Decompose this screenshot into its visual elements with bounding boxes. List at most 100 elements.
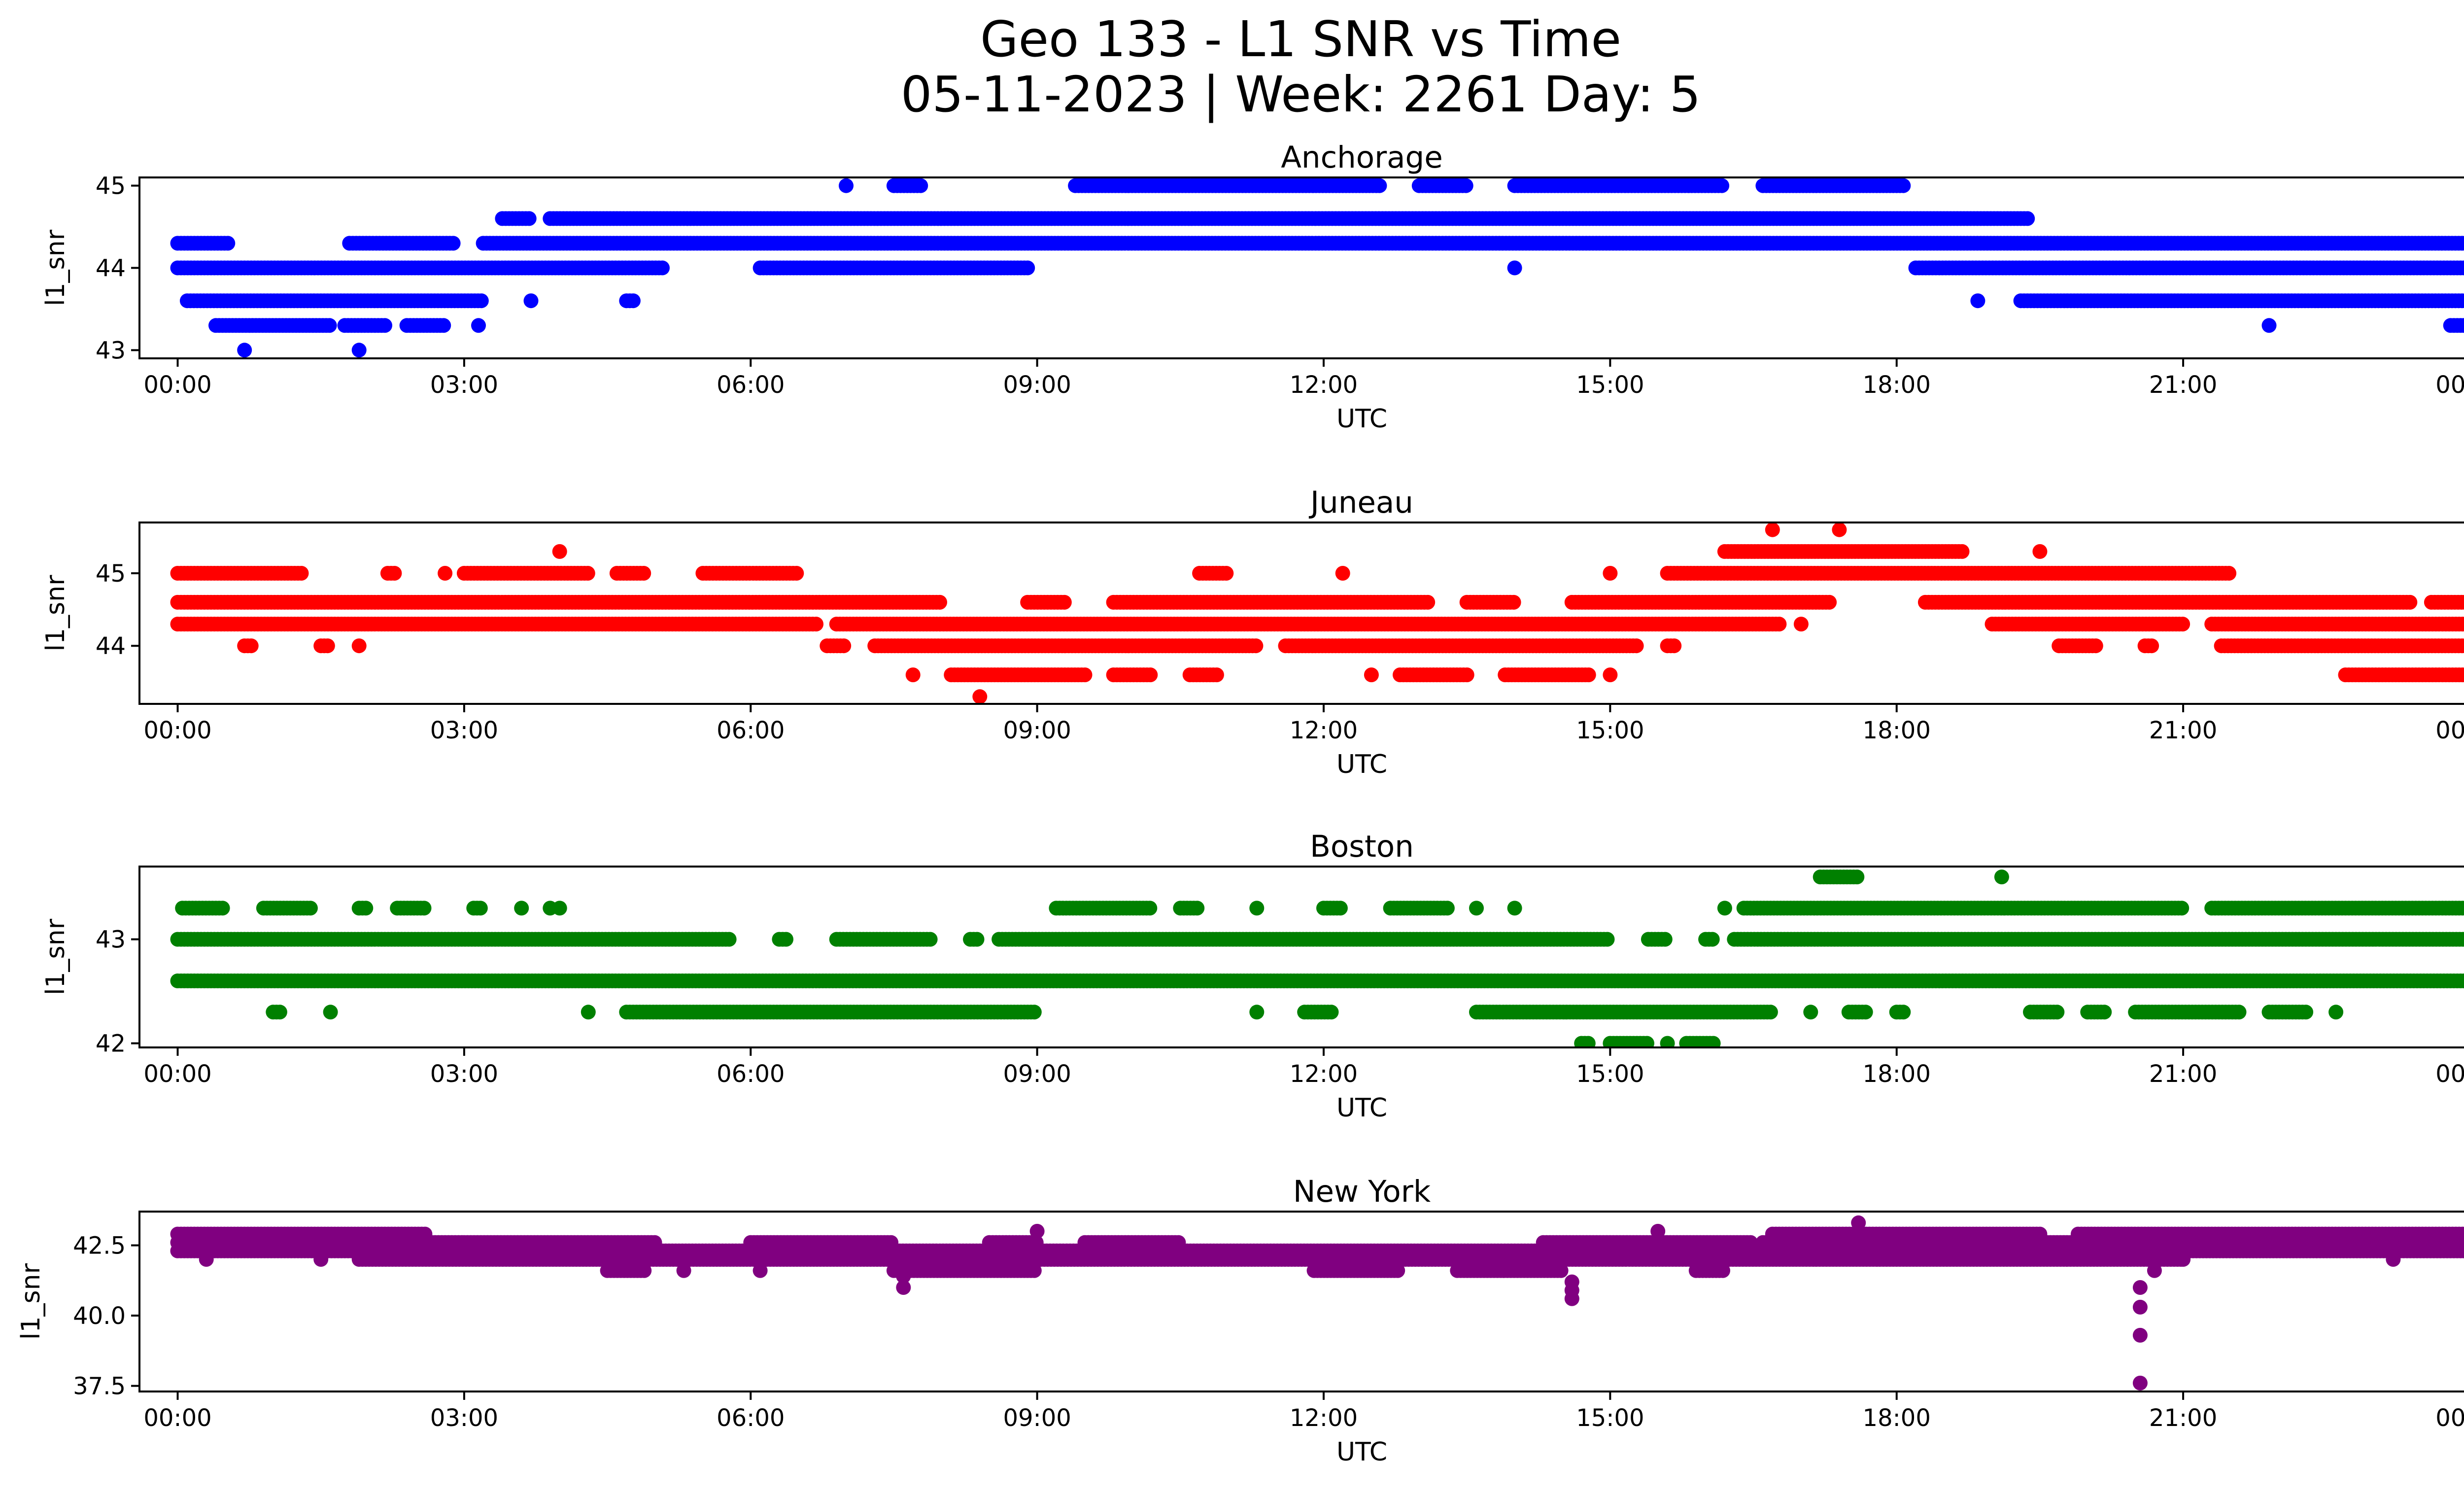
data-point: [387, 566, 402, 581]
data-point: [1248, 638, 1264, 654]
x-tick-label: 06:00: [717, 717, 785, 744]
x-tick-label: 03:00: [430, 371, 498, 399]
y-tick-label: 44: [96, 632, 126, 660]
data-point: [320, 638, 335, 654]
data-point: [377, 318, 392, 333]
data-point: [1765, 522, 1780, 537]
x-tick-label: 00:00: [143, 717, 211, 744]
data-point: [2462, 619, 2464, 629]
snr-band: [179, 293, 2464, 309]
data-point: [1772, 617, 1787, 632]
data-point: [2020, 211, 2035, 226]
data-point: [2461, 237, 2464, 249]
data-point: [1364, 667, 1379, 683]
data-point: [580, 566, 595, 581]
snr-band: [905, 667, 2464, 683]
data-point: [1832, 522, 1847, 537]
x-tick-label: 09:00: [1003, 371, 1071, 399]
x-axis-label: UTC: [1336, 404, 1387, 434]
snr-band: [972, 689, 988, 704]
data-point: [2261, 318, 2277, 333]
data-point: [1714, 178, 1730, 193]
x-tick-label: 15:00: [1576, 717, 1644, 744]
data-series: [170, 869, 2464, 1047]
snr-band: [170, 260, 2464, 276]
x-tick-label: 09:00: [1003, 717, 1071, 744]
data-point: [220, 236, 236, 251]
data-point: [2461, 596, 2464, 609]
data-series: [170, 522, 2464, 704]
data-point: [2144, 638, 2159, 654]
data-point: [243, 638, 259, 654]
data-point: [294, 566, 309, 581]
snr-band: [1765, 522, 1847, 537]
x-tick-label: 00:00: [2435, 717, 2464, 744]
y-tick-label: 45: [96, 560, 126, 588]
snr-band: [170, 973, 2464, 988]
data-point: [1020, 260, 1035, 276]
data-point: [1219, 566, 1234, 581]
y-tick-label: 44: [96, 255, 126, 282]
data-point: [2458, 617, 2464, 631]
x-tick-label: 18:00: [1863, 371, 1931, 399]
data-point: [2461, 640, 2464, 652]
data-point: [1629, 638, 1644, 654]
data-point: [1209, 667, 1224, 683]
data-point: [836, 638, 852, 654]
data-point: [1581, 667, 1596, 683]
data-point: [2032, 544, 2048, 559]
data-point: [1667, 638, 1682, 654]
data-point: [1793, 617, 1809, 632]
data-point: [445, 236, 461, 251]
data-point: [1970, 293, 1985, 309]
x-tick-label: 18:00: [1863, 717, 1931, 744]
data-point: [474, 293, 489, 309]
snr-band: [237, 343, 367, 358]
x-tick-label: 12:00: [1290, 371, 1358, 399]
data-point: [237, 343, 252, 358]
data-point: [1420, 594, 1436, 610]
data-point: [351, 638, 367, 654]
data-point: [436, 318, 451, 333]
data-series: [170, 178, 2464, 358]
subplot-title: Anchorage: [1281, 140, 1443, 175]
snr-band: [208, 318, 2464, 333]
x-axis-label: UTC: [1336, 750, 1387, 779]
data-point: [1335, 566, 1350, 581]
data-point: [2460, 318, 2464, 332]
y-tick-label: 45: [96, 173, 126, 200]
data-point: [2461, 295, 2464, 307]
data-point: [1459, 667, 1474, 683]
snr-band: [237, 638, 2464, 654]
y-axis-label: l1_snr: [41, 229, 70, 306]
snr-band: [839, 178, 1911, 193]
snr-band: [552, 544, 2048, 559]
data-point: [2088, 638, 2103, 654]
y-tick-label: 43: [96, 337, 126, 364]
data-point: [779, 932, 793, 947]
snr-band: [170, 236, 2464, 251]
data-point: [521, 211, 537, 226]
data-point: [2460, 261, 2464, 275]
x-tick-label: 21:00: [2149, 717, 2217, 744]
data-point: [471, 318, 486, 333]
x-tick-label: 03:00: [430, 717, 498, 744]
x-tick-label: 00:00: [2435, 371, 2464, 399]
data-point: [721, 932, 737, 947]
y-axis-label: l1_snr: [41, 575, 70, 652]
data-point: [1506, 594, 1521, 610]
figure-title-line-1: Geo 133 - L1 SNR vs Time: [980, 10, 1621, 68]
data-point: [1822, 594, 1837, 610]
snr-band: [495, 211, 2035, 226]
data-point: [1603, 667, 1618, 683]
data-point: [972, 689, 988, 704]
data-point: [1372, 178, 1387, 193]
data-point: [1057, 594, 1072, 610]
data-point: [1507, 260, 1522, 276]
data-point: [655, 260, 670, 276]
x-tick-label: 15:00: [1576, 371, 1644, 399]
data-point: [2458, 667, 2464, 682]
